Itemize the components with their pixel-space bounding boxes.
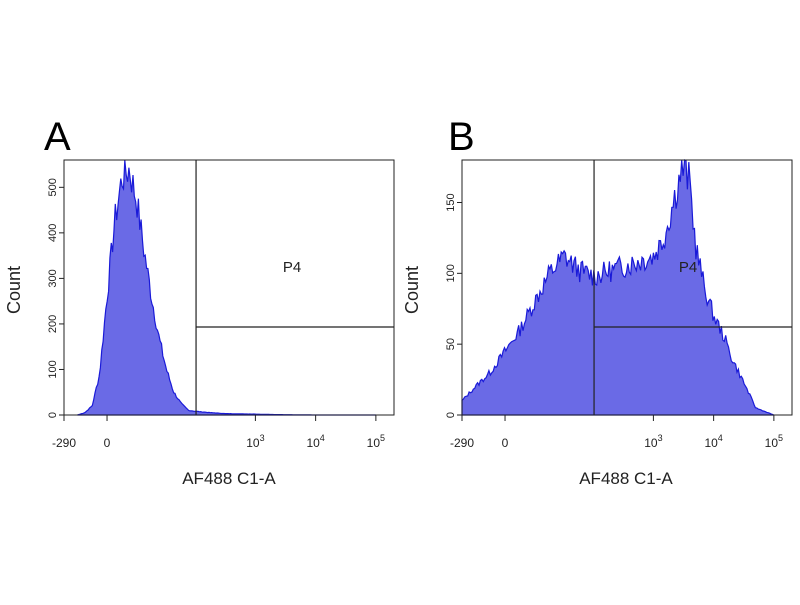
x-axis-label-b: AF488 C1-A bbox=[579, 469, 673, 488]
x-tick-label: 103 bbox=[644, 433, 662, 450]
x-tick-label: 0 bbox=[104, 436, 111, 450]
y-tick-label: 500 bbox=[47, 178, 59, 196]
histogram-b: 0 50 100 150 -290 0 103 104 105 bbox=[445, 159, 793, 450]
gate-label-a: P4 bbox=[283, 259, 301, 276]
histogram-area bbox=[77, 159, 376, 416]
y-tick-label: 100 bbox=[445, 264, 457, 282]
y-tick-label: 50 bbox=[445, 338, 457, 350]
y-tick-label: 0 bbox=[445, 412, 457, 418]
x-tick-label: -290 bbox=[450, 436, 474, 450]
y-axis-label-a: Count bbox=[4, 266, 24, 314]
x-tick-label: 105 bbox=[367, 433, 385, 450]
panel-b: B 0 50 100 150 -290 0 103 104 105 Count AF488 C1… bbox=[402, 115, 793, 488]
y-tick-label: 0 bbox=[47, 412, 59, 418]
x-tick-label: -290 bbox=[52, 436, 76, 450]
panel-letter-b: B bbox=[448, 115, 475, 159]
panel-a: A 0 100 200 300 400 500 -290 0 103 104 105 Count A… bbox=[4, 115, 395, 488]
x-tick-label: 0 bbox=[502, 436, 509, 450]
x-axis-label-a: AF488 C1-A bbox=[182, 469, 276, 488]
y-tick-label: 200 bbox=[47, 315, 59, 333]
y-tick-label: 150 bbox=[445, 193, 457, 211]
y-tick-label: 100 bbox=[47, 360, 59, 378]
y-tick-label: 400 bbox=[47, 224, 59, 242]
y-axis-label-b: Count bbox=[402, 266, 422, 314]
y-tick-label: 300 bbox=[47, 269, 59, 287]
gate-label-b: P4 bbox=[679, 259, 697, 276]
x-tick-label: 103 bbox=[246, 433, 264, 450]
histogram-area bbox=[461, 159, 775, 416]
plot-frame bbox=[461, 159, 793, 416]
x-tick-label: 104 bbox=[306, 433, 324, 450]
panel-letter-a: A bbox=[44, 115, 71, 159]
x-tick-label: 105 bbox=[765, 433, 783, 450]
x-tick-label: 104 bbox=[704, 433, 722, 450]
histogram-a: 0 100 200 300 400 500 -290 0 103 104 105 bbox=[47, 159, 395, 450]
plot-frame bbox=[63, 159, 395, 416]
